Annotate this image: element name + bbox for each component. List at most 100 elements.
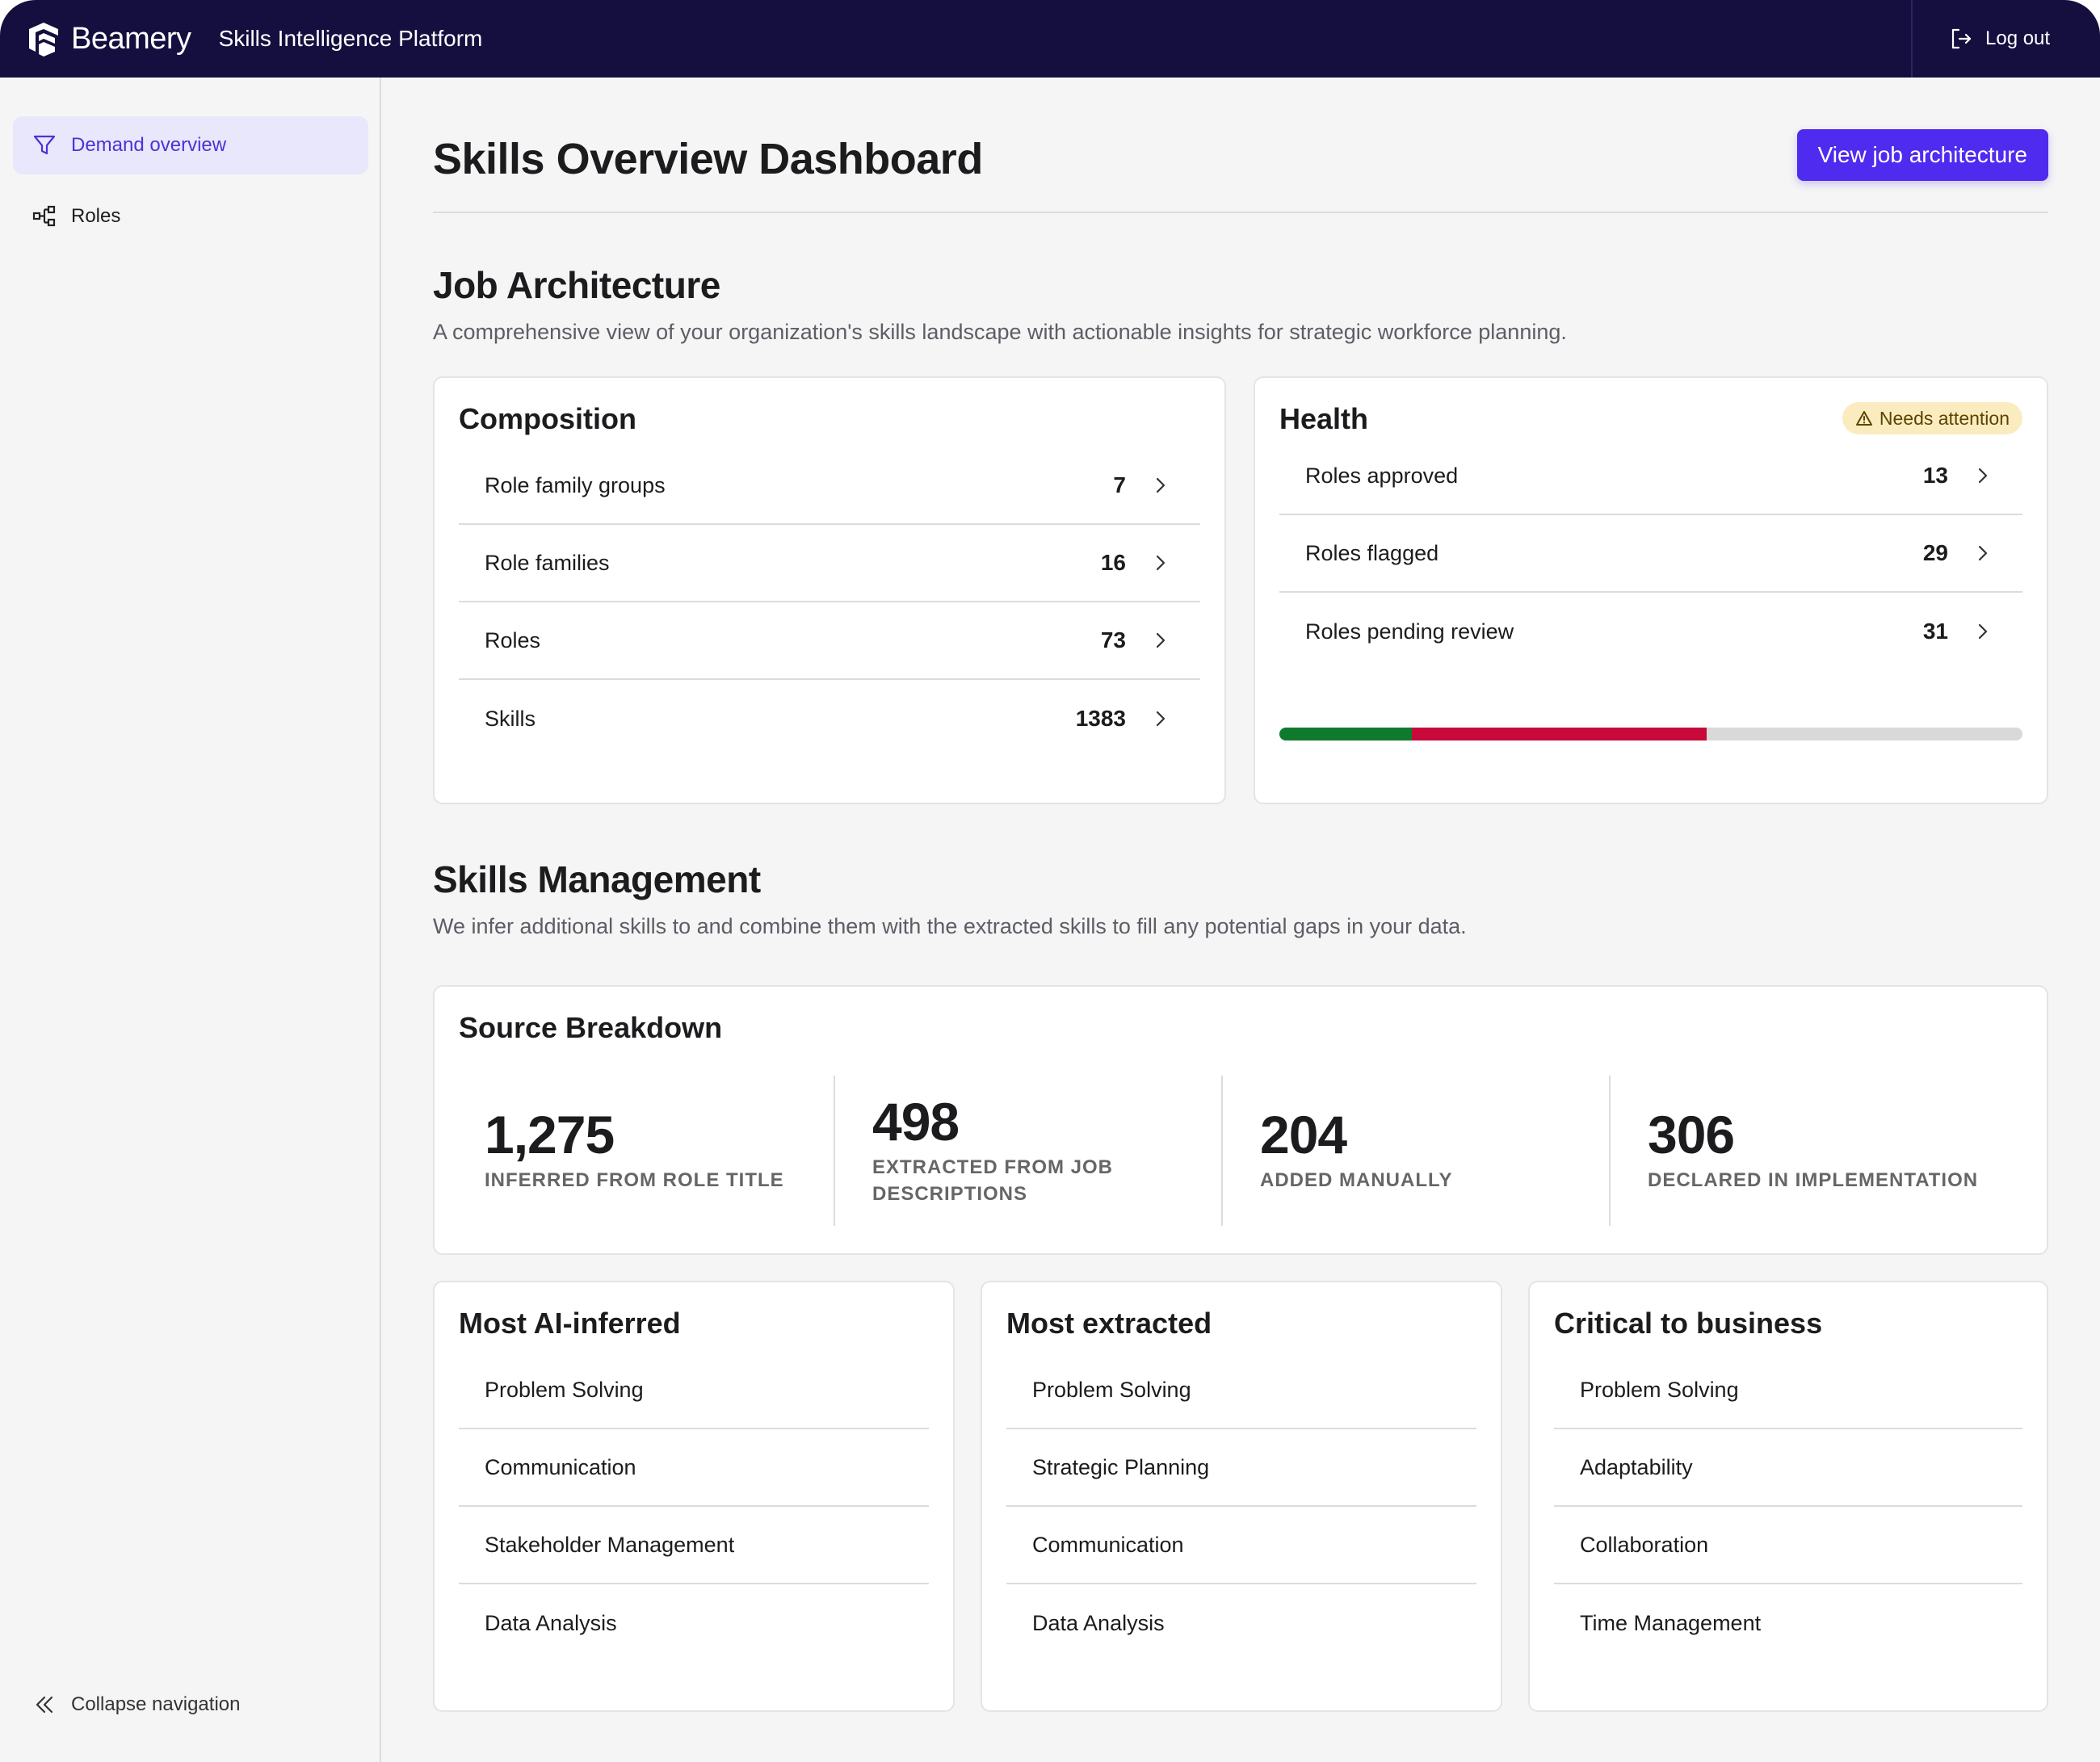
chevron-right-icon (1156, 477, 1166, 493)
row-label: Role families (485, 550, 610, 575)
chevron-right-icon (1978, 468, 1988, 484)
sidebar-item-roles[interactable]: Roles (13, 187, 368, 245)
health-row-roles-approved[interactable]: Roles approved 13 (1279, 438, 2022, 515)
chevron-right-icon (1978, 545, 1988, 561)
sidebar: Demand overview Roles Collapse navigatio… (0, 78, 381, 1762)
divider (433, 212, 2048, 213)
row-label: Roles flagged (1305, 540, 1439, 565)
progress-segment-flagged (1411, 728, 1707, 740)
composition-row-roles[interactable]: Roles 73 (459, 602, 1200, 680)
list-item: Problem Solving (1006, 1352, 1476, 1429)
sidebar-item-label: Demand overview (71, 134, 227, 156)
card-title: Composition (459, 402, 636, 435)
section-title-skills-management: Skills Management (433, 858, 761, 900)
health-row-roles-flagged[interactable]: Roles flagged 29 (1279, 515, 2022, 593)
list-item: Communication (459, 1429, 929, 1507)
row-value: 7 (1113, 472, 1126, 497)
row-label: Roles pending review (1305, 619, 1514, 644)
list-item: Adaptability (1554, 1429, 2022, 1507)
section-description: A comprehensive view of your organizatio… (433, 320, 1567, 344)
health-card: Health Needs attention Roles approved 13… (1254, 376, 2048, 804)
health-row-roles-pending-review[interactable]: Roles pending review 31 (1279, 593, 2022, 670)
section-title-job-architecture: Job Architecture (433, 264, 720, 306)
logout-label: Log out (1985, 27, 2051, 49)
progress-segment-approved (1279, 728, 1412, 740)
list-item: Collaboration (1554, 1507, 2022, 1584)
critical-to-business-card: Critical to business Problem Solving Ada… (1528, 1281, 2048, 1712)
card-title: Most extracted (1006, 1307, 1212, 1340)
stat-label: ADDED MANUALLY (1260, 1169, 1453, 1192)
stat-value: 1,275 (485, 1105, 615, 1165)
page-title: Skills Overview Dashboard (433, 135, 983, 183)
list-item: Data Analysis (485, 1610, 617, 1635)
stat-value: 498 (872, 1091, 960, 1152)
chevron-right-icon (1156, 711, 1166, 727)
row-value: 29 (1922, 540, 1948, 565)
stat-label: DECLARED IN IMPLEMENTATION (1648, 1169, 1979, 1192)
stat-divider (1609, 1076, 1611, 1226)
card-title: Most AI-inferred (459, 1307, 681, 1340)
stat-label: INFERRED FROM ROLE TITLE (485, 1169, 784, 1192)
stat-inferred: 1,275 INFERRED FROM ROLE TITLE (485, 1076, 808, 1226)
top-bar: Beamery Skills Intelligence Platform Log… (0, 0, 2100, 78)
brand-name: Beamery (71, 21, 191, 56)
filter-icon (33, 135, 56, 155)
stat-extracted: 498 EXTRACTED FROM JOB DESCRIPTIONS (872, 1076, 1139, 1226)
logout-icon (1951, 28, 1972, 49)
row-label: Skills (485, 706, 536, 731)
list-item: Time Management (1580, 1610, 1762, 1635)
progress-segment-pending (1706, 728, 2022, 740)
list-item: Problem Solving (1554, 1352, 2022, 1429)
stat-added-manually: 204 ADDED MANUALLY (1260, 1076, 1583, 1226)
chevron-right-icon (1156, 632, 1166, 648)
row-label: Role family groups (485, 472, 666, 497)
row-label: Roles approved (1305, 463, 1459, 488)
most-ai-inferred-card: Most AI-inferred Problem Solving Communi… (433, 1281, 955, 1712)
logout-button[interactable]: Log out (1911, 0, 2100, 78)
app-title: Skills Intelligence Platform (218, 26, 483, 51)
row-value: 73 (1100, 627, 1126, 652)
composition-row-skills[interactable]: Skills 1383 (459, 680, 1200, 757)
view-job-architecture-button[interactable]: View job architecture (1796, 129, 2048, 181)
card-title: Critical to business (1554, 1307, 1823, 1340)
list-item: Problem Solving (459, 1352, 929, 1429)
brand[interactable]: Beamery (24, 19, 191, 58)
stat-divider (834, 1076, 835, 1226)
composition-row-role-family-groups[interactable]: Role family groups 7 (459, 447, 1200, 525)
source-breakdown-card: Source Breakdown 1,275 INFERRED FROM ROL… (433, 985, 2048, 1255)
row-value: 31 (1922, 619, 1948, 644)
composition-card: Composition Role family groups 7 Role fa… (433, 376, 1226, 804)
warning-icon (1855, 411, 1872, 426)
health-progress-bar (1279, 728, 2022, 740)
stat-value: 204 (1260, 1105, 1347, 1165)
section-description: We infer additional skills to and combin… (433, 914, 1467, 938)
chevron-right-icon (1978, 623, 1988, 640)
stat-value: 306 (1648, 1105, 1735, 1165)
stat-declared: 306 DECLARED IN IMPLEMENTATION (1648, 1076, 2019, 1226)
card-title: Source Breakdown (459, 1011, 723, 1044)
chevron-right-icon (1156, 555, 1166, 571)
stat-label: EXTRACTED FROM JOB DESCRIPTIONS (872, 1156, 1114, 1205)
hierarchy-icon (32, 205, 56, 227)
sidebar-item-label: Roles (71, 205, 121, 227)
list-item: Data Analysis (1032, 1610, 1165, 1635)
list-item: Communication (1006, 1507, 1476, 1584)
beamery-logo-icon (29, 23, 58, 57)
row-value: 16 (1100, 550, 1126, 575)
collapse-navigation-button[interactable]: Collapse navigation (32, 1693, 240, 1717)
status-badge: Needs attention (1842, 402, 2022, 434)
row-value: 1383 (1075, 706, 1126, 731)
list-item: Stakeholder Management (459, 1507, 929, 1584)
stat-divider (1221, 1076, 1223, 1226)
badge-label: Needs attention (1879, 407, 2010, 429)
composition-row-role-families[interactable]: Role families 16 (459, 525, 1200, 602)
card-title: Health (1279, 402, 1369, 435)
most-extracted-card: Most extracted Problem Solving Strategic… (981, 1281, 1502, 1712)
row-label: Roles (485, 627, 541, 652)
sidebar-item-demand-overview[interactable]: Demand overview (13, 116, 368, 174)
collapse-label: Collapse navigation (71, 1693, 241, 1715)
chevrons-left-icon (36, 1696, 53, 1714)
row-value: 13 (1922, 463, 1948, 488)
list-item: Strategic Planning (1006, 1429, 1476, 1507)
